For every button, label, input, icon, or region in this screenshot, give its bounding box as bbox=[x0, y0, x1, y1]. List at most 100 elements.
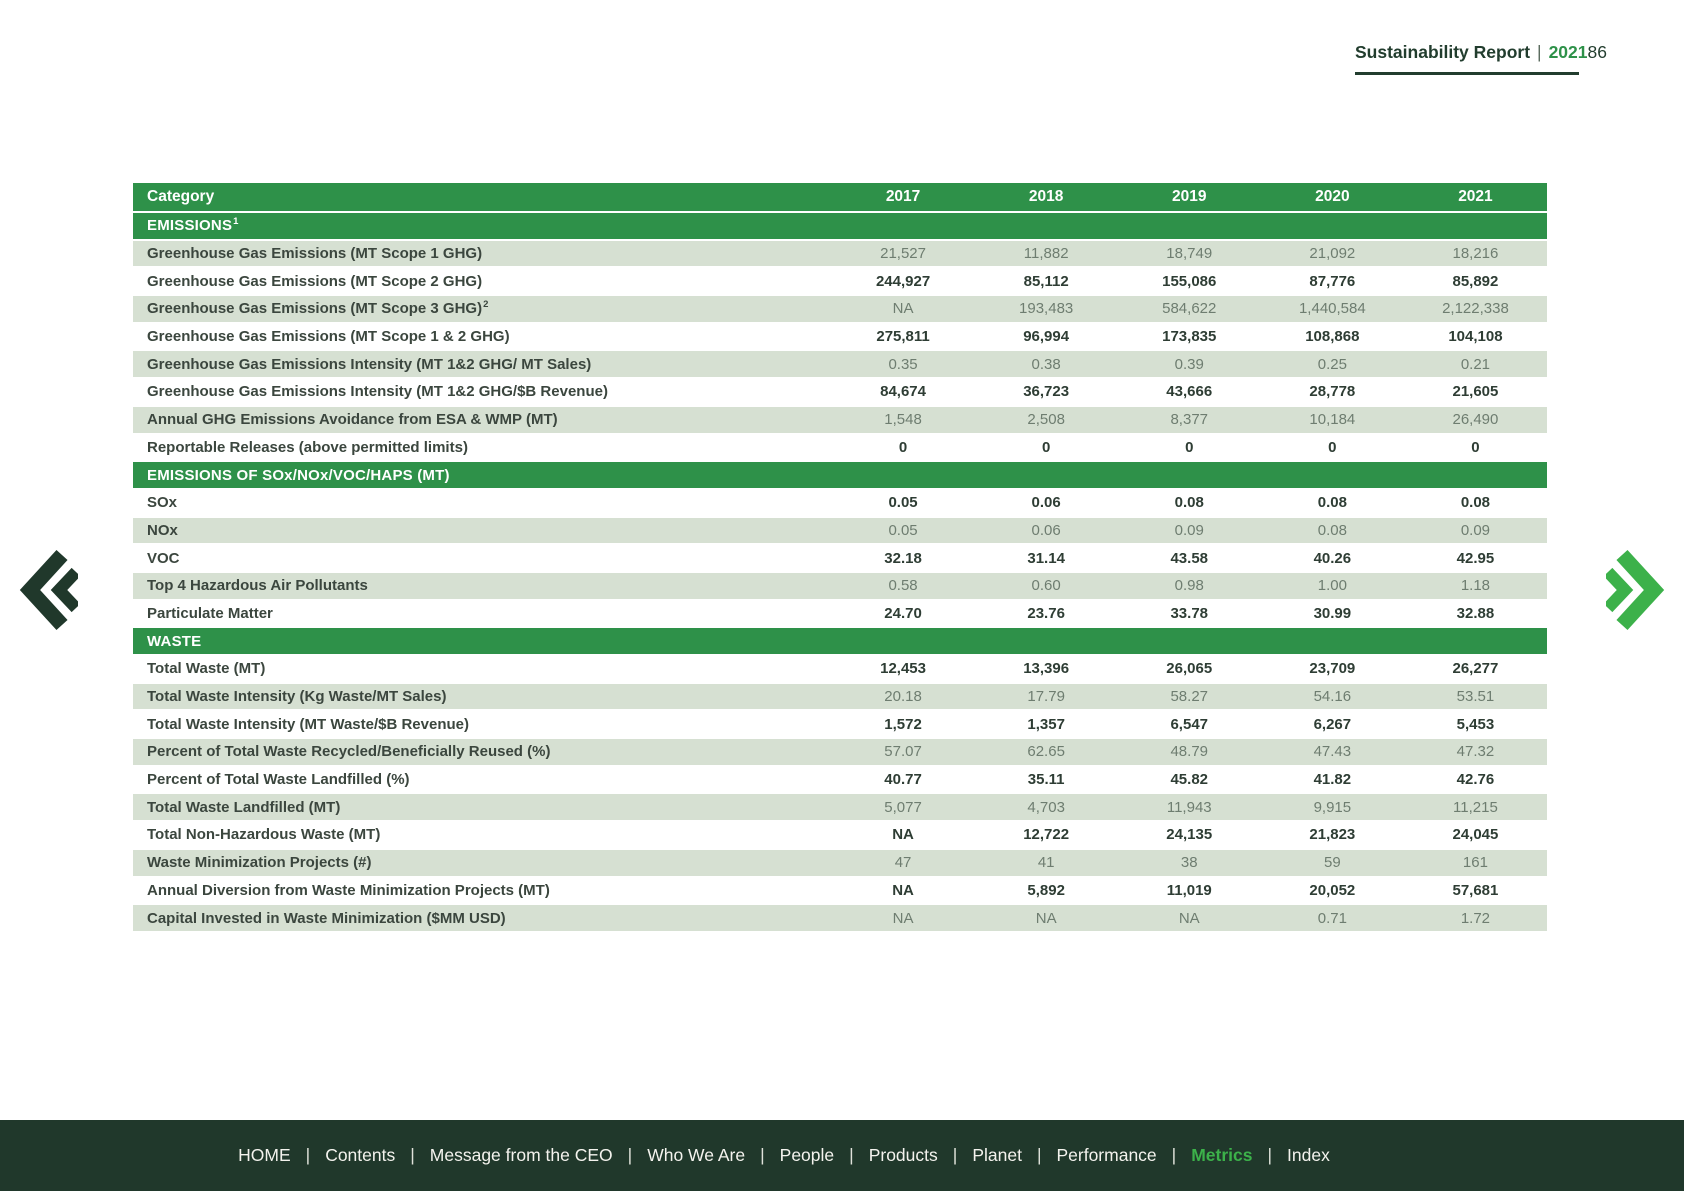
cell-value: 1,357 bbox=[1027, 715, 1065, 733]
cell-value: 0 bbox=[1185, 438, 1194, 456]
cell-value: 23.76 bbox=[1027, 604, 1065, 622]
table-row: Particulate Matter 24.70 23.76 33.78 30.99 32… bbox=[133, 600, 1547, 629]
cell-value: 38 bbox=[1180, 854, 1198, 872]
cell-value: 0.09 bbox=[1174, 521, 1204, 539]
cell-value: 17.79 bbox=[1027, 688, 1065, 706]
row-label: Total Waste (MT) bbox=[147, 660, 266, 678]
row-label: Greenhouse Gas Emissions Intensity (MT 1… bbox=[147, 383, 608, 401]
cell-value: 0.06 bbox=[1031, 521, 1061, 539]
table-row: Percent of Total Waste Recycled/Benefici… bbox=[133, 739, 1547, 767]
previous-page-button[interactable] bbox=[16, 548, 81, 635]
report-header: Sustainability Report | 2021 86 bbox=[1355, 42, 1607, 75]
cell-value: 20.18 bbox=[884, 688, 922, 706]
cell-value: 35.11 bbox=[1027, 771, 1065, 789]
nav-separator: | bbox=[305, 1145, 311, 1165]
cell-value: 5,892 bbox=[1027, 881, 1065, 899]
table-row: Total Waste Intensity (MT Waste/$B Reven… bbox=[133, 711, 1547, 740]
row-label: VOC bbox=[147, 549, 180, 567]
cell-value: 54.16 bbox=[1313, 688, 1352, 706]
cell-value: NA bbox=[892, 881, 914, 899]
cell-value: 53.51 bbox=[1456, 688, 1495, 706]
nav-item-people[interactable]: People bbox=[779, 1145, 835, 1165]
cell-value: 275,811 bbox=[876, 328, 930, 346]
row-label: Greenhouse Gas Emissions (MT Scope 2 GHG… bbox=[147, 272, 483, 290]
chevrons-left-icon bbox=[19, 549, 81, 631]
nav-item-home[interactable]: HOME bbox=[238, 1145, 291, 1165]
next-page-button[interactable] bbox=[1603, 548, 1668, 635]
metrics-table: Category 2017 2018 2019 2020 2021 EMISSIONS1 Gr… bbox=[133, 183, 1547, 933]
cell-value: 0.09 bbox=[1460, 521, 1491, 539]
cell-value: 161 bbox=[1462, 854, 1488, 872]
table-row: Capital Invested in Waste Minimization (… bbox=[133, 905, 1547, 933]
column-header-year: 2019 bbox=[1172, 188, 1207, 205]
cell-value: 6,267 bbox=[1313, 715, 1352, 733]
row-label: Total Non-Hazardous Waste (MT) bbox=[147, 826, 381, 844]
cell-value: 24,045 bbox=[1452, 826, 1499, 844]
table-row: Reportable Releases (above permitted lim… bbox=[133, 434, 1547, 463]
nav-item-index[interactable]: Index bbox=[1287, 1145, 1330, 1165]
cell-value: 87,776 bbox=[1309, 272, 1356, 290]
cell-value: 28,778 bbox=[1309, 383, 1356, 401]
table-row: Greenhouse Gas Emissions (MT Scope 1 & 2… bbox=[133, 323, 1547, 352]
cell-value: 4,703 bbox=[1027, 798, 1065, 816]
nav-item-metrics[interactable]: Metrics bbox=[1191, 1145, 1253, 1165]
cell-value: 9,915 bbox=[1313, 798, 1352, 816]
cell-value: 24.70 bbox=[884, 604, 922, 622]
nav-item-message-from-the-ceo[interactable]: Message from the CEO bbox=[429, 1145, 613, 1165]
nav-item-contents[interactable]: Contents bbox=[325, 1145, 396, 1165]
row-label: NOx bbox=[147, 521, 178, 539]
cell-value: 85,892 bbox=[1452, 272, 1499, 290]
nav-item-who-we-are[interactable]: Who We Are bbox=[647, 1145, 746, 1165]
table-section-header: WASTE bbox=[133, 628, 1547, 656]
cell-value: 0.08 bbox=[1317, 521, 1347, 539]
page-number: 86 bbox=[1587, 42, 1607, 62]
column-header-year: 2021 bbox=[1458, 188, 1493, 205]
nav-item-products[interactable]: Products bbox=[868, 1145, 938, 1165]
cell-value: 6,547 bbox=[1170, 715, 1209, 733]
nav-separator: | bbox=[410, 1145, 415, 1165]
table-row: Greenhouse Gas Emissions (MT Scope 3 GHG… bbox=[133, 296, 1547, 324]
row-label: Particulate Matter bbox=[147, 604, 273, 622]
table-row: Greenhouse Gas Emissions (MT Scope 2 GHG… bbox=[133, 268, 1547, 297]
cell-value: 584,622 bbox=[1162, 300, 1217, 318]
table-row: Percent of Total Waste Landfilled (%) 40.… bbox=[133, 766, 1547, 795]
cell-value: 2,508 bbox=[1027, 411, 1065, 429]
cell-value: 11,943 bbox=[1166, 798, 1212, 816]
table-row: Greenhouse Gas Emissions Intensity (MT 1… bbox=[133, 351, 1547, 380]
cell-value: 21,605 bbox=[1452, 383, 1499, 401]
table-row: Total Waste Intensity (Kg Waste/MT Sales… bbox=[133, 683, 1547, 712]
row-label: Total Waste Landfilled (MT) bbox=[147, 798, 341, 816]
row-label: Reportable Releases (above permitted lim… bbox=[147, 438, 468, 456]
table-header-row: Category 2017 2018 2019 2020 2021 bbox=[133, 183, 1547, 213]
cell-value: 96,994 bbox=[1023, 328, 1070, 346]
row-label: Waste Minimization Projects (#) bbox=[147, 854, 372, 872]
table-row: Waste Minimization Projects (#) 47 41 38 59 1… bbox=[133, 849, 1547, 878]
table-section-header: EMISSIONS1 bbox=[133, 213, 1547, 241]
cell-value: 244,927 bbox=[875, 272, 931, 290]
table-row: Greenhouse Gas Emissions (MT Scope 1 GHG… bbox=[133, 240, 1547, 269]
cell-value: 21,527 bbox=[880, 245, 926, 263]
cell-value: NA bbox=[892, 826, 914, 844]
cell-value: 59 bbox=[1324, 854, 1341, 872]
cell-value: 0.35 bbox=[888, 355, 918, 373]
cell-value: 11,882 bbox=[1023, 245, 1069, 263]
cell-value: 0 bbox=[1041, 438, 1051, 456]
cell-value: 0.39 bbox=[1174, 355, 1204, 373]
cell-value: 155,086 bbox=[1162, 272, 1217, 290]
column-header-year: 2017 bbox=[885, 188, 921, 205]
row-label: Capital Invested in Waste Minimization (… bbox=[147, 909, 506, 927]
cell-value: 5,453 bbox=[1456, 715, 1495, 733]
cell-value: 0 bbox=[1328, 438, 1337, 456]
cell-value: 10,184 bbox=[1309, 411, 1356, 429]
table-row: Annual GHG Emissions Avoidance from ESA … bbox=[133, 406, 1547, 435]
row-label: Total Waste Intensity (MT Waste/$B Reven… bbox=[147, 715, 469, 733]
row-label: Greenhouse Gas Emissions (MT Scope 1 GHG… bbox=[147, 245, 483, 263]
nav-separator: | bbox=[627, 1145, 633, 1165]
cell-value: 0.25 bbox=[1317, 355, 1347, 373]
row-label: Greenhouse Gas Emissions (MT Scope 1 & 2… bbox=[147, 328, 510, 346]
cell-value: 26,490 bbox=[1452, 411, 1499, 429]
nav-item-performance[interactable]: Performance bbox=[1056, 1145, 1157, 1165]
table-row: Annual Diversion from Waste Minimization… bbox=[133, 877, 1547, 906]
nav-item-planet[interactable]: Planet bbox=[972, 1145, 1022, 1165]
